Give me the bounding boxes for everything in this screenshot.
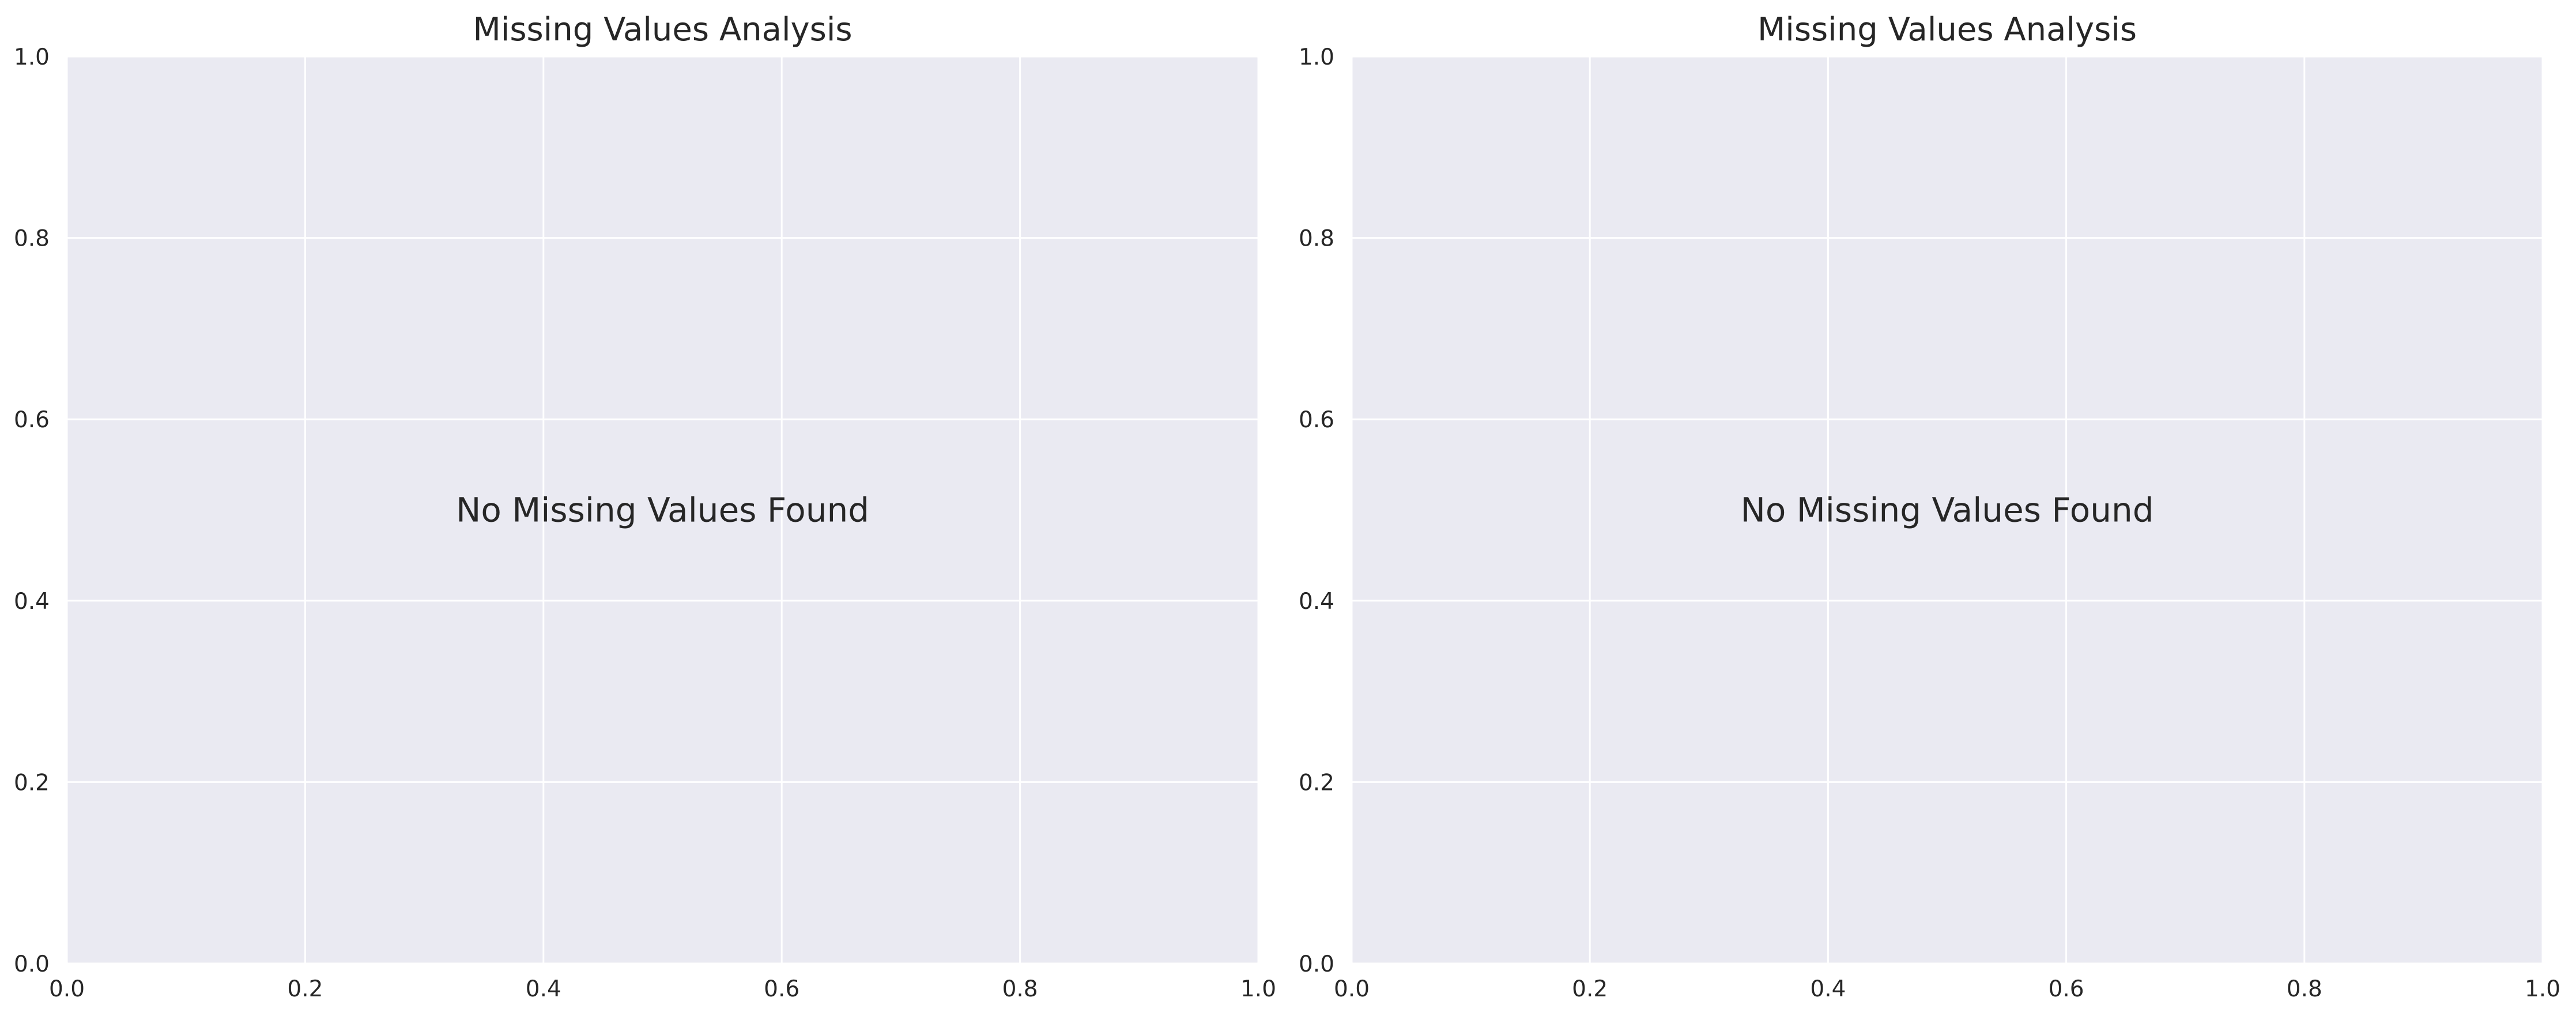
x-tick-label: 0.6	[764, 976, 799, 1002]
right-chart-panel: 0.0 0.2 0.4 0.6 0.8 1.0 0.0 0.2 0.4 0.6 0.8 1.0 Miss…	[1299, 11, 2560, 1002]
x-tick-label: 0.0	[1334, 976, 1370, 1002]
y-tick-label: 0.0	[1299, 951, 1334, 977]
x-tick-label: 1.0	[2525, 976, 2560, 1002]
y-tick-label: 0.6	[14, 407, 50, 433]
y-tick-label: 1.0	[1299, 44, 1334, 70]
x-tick-label: 0.4	[1810, 976, 1846, 1002]
x-tick-label: 0.0	[49, 976, 85, 1002]
left-chart-panel: 0.0 0.2 0.4 0.6 0.8 1.0 0.0 0.2 0.4 0.6 0.8 1.0 Miss…	[14, 11, 1276, 1002]
y-tick-label: 0.8	[1299, 226, 1334, 252]
x-tick-label: 0.8	[1002, 976, 1038, 1002]
y-tick-label: 0.4	[14, 589, 50, 615]
x-tick-label: 0.4	[526, 976, 561, 1002]
y-tick-label: 1.0	[14, 44, 50, 70]
y-tick-label: 0.0	[14, 951, 50, 977]
x-tick-label: 0.8	[2287, 976, 2322, 1002]
y-tick-label: 0.2	[1299, 770, 1334, 796]
no-missing-values-annotation: No Missing Values Found	[1740, 491, 2153, 530]
x-tick-label: 0.2	[287, 976, 323, 1002]
y-tick-label: 0.2	[14, 770, 50, 796]
plot-area	[1352, 57, 2543, 963]
chart-title: Missing Values Analysis	[473, 11, 852, 48]
x-tick-label: 0.6	[2049, 976, 2084, 1002]
x-tick-label: 0.2	[1572, 976, 1608, 1002]
y-tick-label: 0.6	[1299, 407, 1334, 433]
y-tick-label: 0.8	[14, 226, 50, 252]
no-missing-values-annotation: No Missing Values Found	[456, 491, 869, 530]
chart-title: Missing Values Analysis	[1757, 11, 2137, 48]
x-tick-label: 1.0	[1240, 976, 1276, 1002]
plot-area	[67, 57, 1258, 963]
y-tick-label: 0.4	[1299, 589, 1334, 615]
